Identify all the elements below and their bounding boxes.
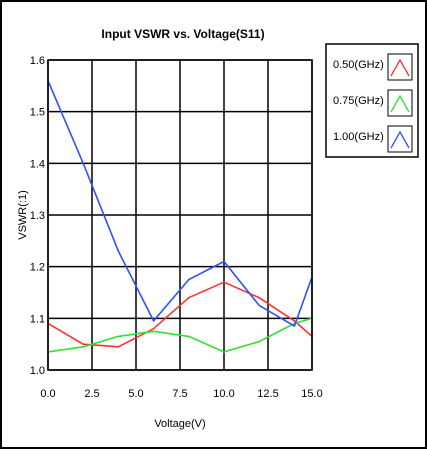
legend-label: 0.75(GHz) — [333, 95, 384, 107]
x-tick-label: 0.0 — [40, 388, 55, 400]
data-point — [223, 260, 225, 263]
data-point — [117, 250, 120, 252]
data-point — [188, 278, 190, 281]
data-point — [152, 330, 155, 333]
data-point — [258, 304, 261, 307]
x-tick-label: 2.5 — [84, 388, 99, 400]
chart-title: Input VSWR vs. Voltage(S11) — [101, 27, 264, 41]
data-point — [258, 340, 261, 343]
legend-swatch-box — [387, 125, 413, 153]
data-point — [223, 351, 225, 353]
data-point — [152, 327, 155, 330]
data-point — [188, 335, 190, 338]
x-axis-label: Voltage(V) — [154, 418, 205, 430]
x-tick-label: 7.5 — [172, 388, 187, 400]
legend-swatch-line — [390, 94, 410, 113]
data-point — [82, 345, 84, 348]
data-point — [82, 162, 84, 165]
x-tick-label: 5.0 — [128, 388, 143, 400]
y-tick-label: 1.1 — [30, 313, 45, 325]
x-tick-label: 15.0 — [301, 388, 322, 400]
x-tick-labels: 0.0 2.5 5.0 7.5 10.0 12.5 15.0 — [40, 388, 322, 400]
y-tick-label: 1.5 — [30, 107, 45, 119]
plot-border — [47, 59, 313, 371]
legend-item-3: 1.00(GHz) — [333, 125, 413, 153]
y-tick-label: 1.6 — [30, 55, 45, 67]
legend: 0.50(GHz) 0.75(GHz) 1.00(GHz) — [325, 43, 419, 158]
legend-label: 1.00(GHz) — [333, 131, 384, 143]
data-point — [152, 320, 155, 322]
data-point — [258, 296, 261, 299]
legend-swatch-box — [387, 89, 413, 117]
x-tick-label: 12.5 — [257, 388, 278, 400]
legend-items: 0.50(GHz) 0.75(GHz) 1.00(GHz) — [333, 53, 413, 153]
data-point — [117, 335, 120, 338]
y-tick-label: 1.4 — [30, 158, 45, 170]
y-tick-labels: 1.0 1.1 1.2 1.3 1.4 1.5 1.6 — [30, 55, 45, 377]
data-point — [293, 320, 296, 322]
y-axis-label: VSWR(:1) — [17, 190, 29, 240]
data-point — [293, 325, 296, 327]
legend-swatch-line — [390, 58, 410, 77]
x-tick-label: 10.0 — [213, 388, 234, 400]
y-tick-label: 1.0 — [30, 365, 45, 377]
y-tick-label: 1.3 — [30, 210, 45, 222]
data-point — [117, 345, 120, 348]
legend-swatch-box — [387, 53, 413, 81]
legend-item-1: 0.50(GHz) — [333, 53, 413, 81]
legend-swatch-line — [390, 130, 410, 149]
data-point — [188, 296, 190, 299]
series-group — [47, 79, 313, 353]
legend-label: 0.50(GHz) — [333, 59, 384, 71]
y-tick-label: 1.2 — [30, 262, 45, 274]
legend-item-2: 0.75(GHz) — [333, 89, 413, 117]
data-point — [223, 281, 225, 283]
data-point — [82, 343, 84, 345]
